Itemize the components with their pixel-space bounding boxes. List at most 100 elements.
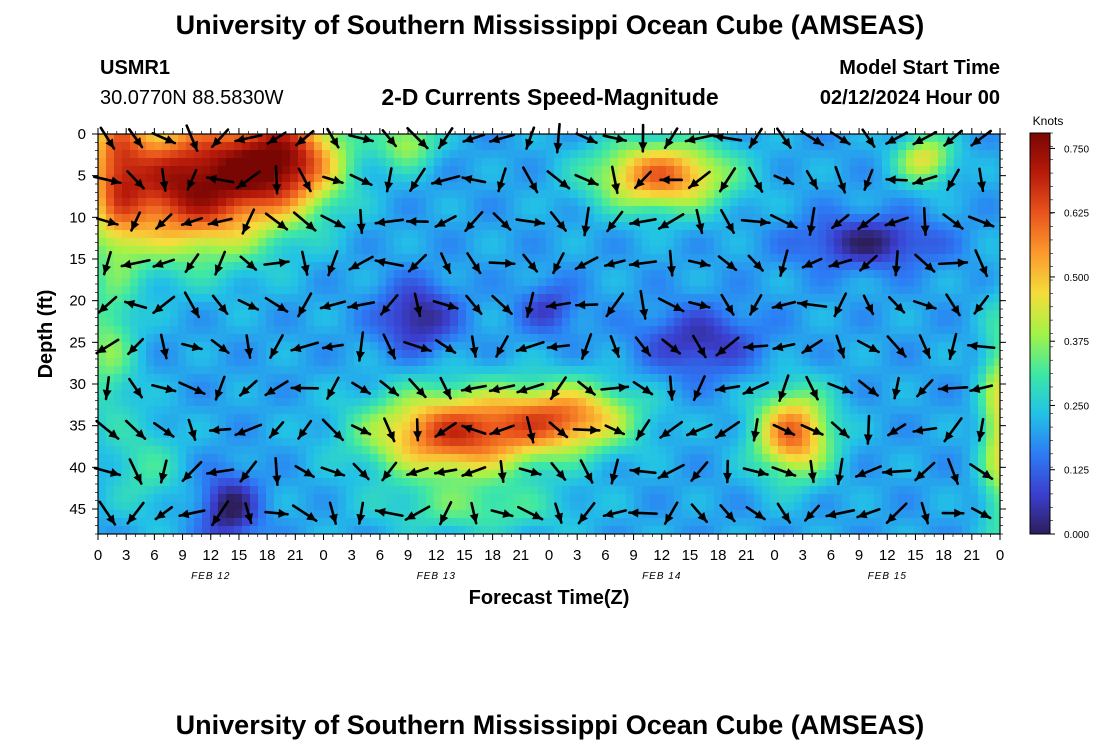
speed-cell [154,414,163,423]
speed-cell [210,342,219,351]
speed-cell [210,358,219,367]
speed-cell [362,366,371,375]
speed-cell [522,494,531,503]
speed-cell [770,190,779,199]
speed-cell [410,494,419,503]
speed-cell [754,166,763,175]
speed-cell [458,462,467,471]
speed-cell [258,430,267,439]
speed-cell [170,454,179,463]
speed-cell [322,278,331,287]
speed-cell [178,142,187,151]
speed-cell [818,526,827,535]
speed-cell [162,174,171,183]
speed-cell [514,318,523,327]
speed-cell [522,430,531,439]
speed-cell [618,366,627,375]
speed-cell [514,158,523,167]
speed-cell [418,134,427,143]
speed-cell [554,166,563,175]
speed-cell [146,342,155,351]
speed-cell [218,174,227,183]
speed-cell [266,190,275,199]
speed-cell [738,350,747,359]
speed-cell [450,398,459,407]
speed-cell [426,270,435,279]
speed-cell [610,502,619,511]
speed-cell [546,326,555,335]
speed-cell [658,206,667,215]
speed-cell [130,518,139,527]
speed-cell [762,238,771,247]
speed-cell [754,454,763,463]
speed-cell [626,246,635,255]
speed-cell [498,214,507,223]
speed-cell [682,222,691,231]
speed-cell [610,350,619,359]
speed-cell [274,414,283,423]
speed-cell [530,254,539,263]
speed-cell [410,278,419,287]
speed-cell [674,486,683,495]
speed-cell [426,430,435,439]
speed-cell [306,174,315,183]
speed-cell [138,174,147,183]
speed-cell [450,278,459,287]
speed-cell [882,494,891,503]
speed-cell [842,278,851,287]
speed-cell [642,222,651,231]
speed-cell [682,230,691,239]
speed-cell [802,382,811,391]
speed-cell [514,494,523,503]
speed-cell [242,462,251,471]
speed-cell [722,494,731,503]
speed-cell [410,398,419,407]
speed-cell [730,206,739,215]
speed-cell [330,350,339,359]
speed-cell [714,454,723,463]
speed-cell [354,166,363,175]
speed-cell [418,438,427,447]
speed-cell [602,350,611,359]
speed-cell [674,510,683,519]
speed-cell [802,366,811,375]
speed-cell [354,254,363,263]
speed-cell [178,430,187,439]
speed-cell [98,446,107,455]
speed-cell [482,174,491,183]
speed-cell [826,326,835,335]
speed-cell [266,518,275,527]
speed-cell [450,222,459,231]
speed-cell [426,390,435,399]
speed-cell [202,334,211,343]
speed-cell [546,446,555,455]
speed-cell [178,502,187,511]
speed-cell [738,366,747,375]
speed-cell [122,198,131,207]
speed-cell [866,310,875,319]
speed-cell [362,158,371,167]
speed-cell [762,206,771,215]
speed-cell [874,150,883,159]
speed-cell [330,206,339,215]
speed-cell [538,502,547,511]
speed-cell [626,270,635,279]
speed-cell [578,446,587,455]
speed-cell [202,262,211,271]
speed-cell [650,206,659,215]
speed-cell [658,366,667,375]
speed-cell [154,438,163,447]
speed-cell [442,310,451,319]
speed-cell [514,246,523,255]
speed-cell [538,158,547,167]
speed-cell [642,286,651,295]
speed-cell [554,150,563,159]
speed-cell [274,366,283,375]
speed-cell [674,174,683,183]
speed-cell [874,350,883,359]
speed-cell [626,470,635,479]
speed-cell [98,374,107,383]
speed-cell [818,150,827,159]
speed-cell [322,406,331,415]
speed-cell [786,326,795,335]
